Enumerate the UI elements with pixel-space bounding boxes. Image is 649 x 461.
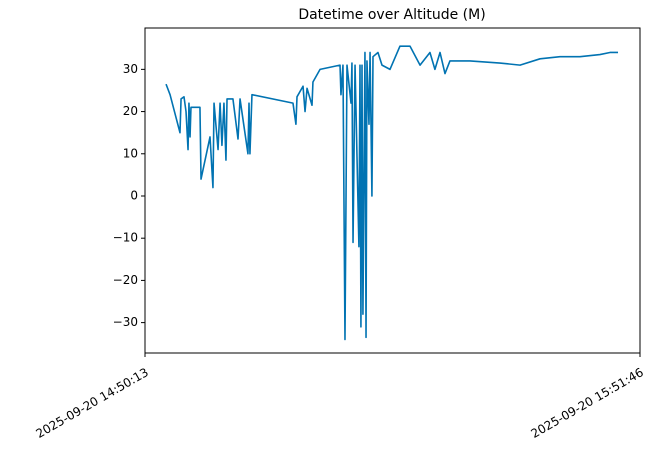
chart-title: Datetime over Altitude (M) bbox=[298, 7, 485, 23]
y-tick-label: 20 bbox=[123, 104, 138, 118]
data-line bbox=[165, 45, 619, 341]
x-tick-label: 2025-09-20 14:50:13 bbox=[34, 365, 151, 441]
plot-frame bbox=[144, 27, 641, 354]
x-tick-label: 2025-09-20 15:51:46 bbox=[529, 365, 646, 441]
y-tick-label: 30 bbox=[123, 62, 138, 76]
y-tick-label: −10 bbox=[113, 231, 138, 245]
y-tick-label: 10 bbox=[123, 146, 138, 160]
y-tick-label: −20 bbox=[113, 273, 138, 287]
y-tick-label: 0 bbox=[130, 188, 138, 202]
y-tick-label: −30 bbox=[113, 315, 138, 329]
